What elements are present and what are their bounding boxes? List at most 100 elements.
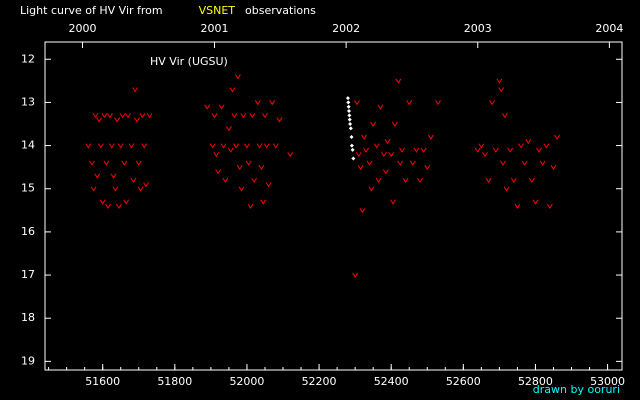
point — [489, 100, 496, 106]
x2-tick-label: 2002 — [332, 22, 360, 35]
point — [492, 147, 499, 153]
point — [507, 147, 514, 153]
y-tick-label: 15 — [21, 182, 35, 195]
point — [211, 113, 218, 119]
point — [478, 143, 485, 149]
point — [222, 177, 229, 184]
point — [550, 164, 557, 171]
point — [395, 78, 402, 84]
point — [518, 143, 524, 149]
point — [503, 186, 510, 192]
x2-tick-label: 2003 — [464, 22, 492, 35]
point — [114, 117, 121, 123]
point — [117, 143, 124, 149]
point — [406, 100, 413, 106]
point — [382, 169, 389, 175]
point — [231, 113, 238, 119]
point — [121, 160, 128, 166]
x-tick-label: 53000 — [590, 375, 625, 388]
point — [108, 143, 115, 149]
point — [97, 143, 104, 149]
point — [220, 143, 227, 149]
point — [350, 147, 355, 152]
point — [236, 164, 243, 171]
point — [435, 100, 442, 106]
credit: drawn by ooruri — [533, 383, 620, 396]
point — [135, 160, 142, 166]
point — [409, 160, 416, 166]
point — [474, 147, 481, 153]
point — [132, 87, 139, 93]
y-tick-label: 17 — [21, 268, 35, 281]
point — [521, 160, 528, 166]
point — [377, 104, 384, 110]
point — [354, 100, 360, 106]
annotation: HV Vir (UGSU) — [150, 55, 228, 68]
point — [146, 113, 153, 119]
point — [94, 173, 101, 179]
point — [247, 203, 254, 209]
point — [265, 182, 272, 188]
x-tick-label: 52200 — [302, 375, 337, 388]
title-part: observations — [245, 4, 316, 17]
point — [123, 199, 130, 205]
point — [96, 117, 103, 123]
point — [347, 117, 352, 122]
point — [381, 151, 387, 158]
point — [272, 143, 279, 149]
point — [287, 151, 294, 158]
point — [482, 151, 488, 158]
y-tick-label: 12 — [21, 52, 35, 65]
point — [90, 186, 97, 192]
point — [238, 186, 245, 192]
y-tick-label: 13 — [21, 95, 35, 108]
x-tick-label: 51800 — [157, 375, 192, 388]
point — [116, 203, 122, 209]
point — [370, 121, 377, 127]
point — [227, 147, 234, 153]
point — [101, 113, 108, 119]
x-tick-label: 52800 — [518, 375, 553, 388]
point — [351, 156, 356, 161]
point — [251, 177, 258, 184]
point — [225, 126, 232, 132]
point — [417, 177, 423, 184]
point — [349, 143, 354, 148]
point — [112, 186, 119, 192]
point — [139, 113, 146, 119]
point — [254, 100, 261, 106]
point — [262, 113, 268, 119]
point — [215, 169, 222, 175]
point — [363, 147, 369, 153]
point — [269, 100, 276, 106]
point — [204, 104, 211, 110]
point — [366, 160, 373, 166]
point — [258, 164, 265, 171]
point — [554, 134, 561, 140]
point — [384, 138, 391, 145]
point — [346, 100, 351, 105]
point — [347, 109, 352, 114]
point — [496, 78, 503, 84]
point — [368, 186, 375, 192]
x2-tick-label: 2004 — [595, 22, 623, 35]
point — [391, 121, 398, 127]
x2-tick-label: 2001 — [200, 22, 228, 35]
point — [427, 134, 434, 140]
point — [346, 104, 351, 109]
point — [485, 177, 492, 184]
y-tick-label: 19 — [21, 354, 35, 367]
point — [514, 203, 521, 209]
point — [528, 177, 535, 184]
x-tick-label: 52000 — [229, 375, 264, 388]
point — [276, 117, 283, 123]
point — [536, 147, 542, 153]
point — [388, 151, 395, 158]
point — [137, 186, 144, 192]
title-part: VSNET — [199, 4, 236, 17]
point — [501, 113, 508, 119]
point — [352, 272, 359, 278]
point — [263, 143, 270, 149]
